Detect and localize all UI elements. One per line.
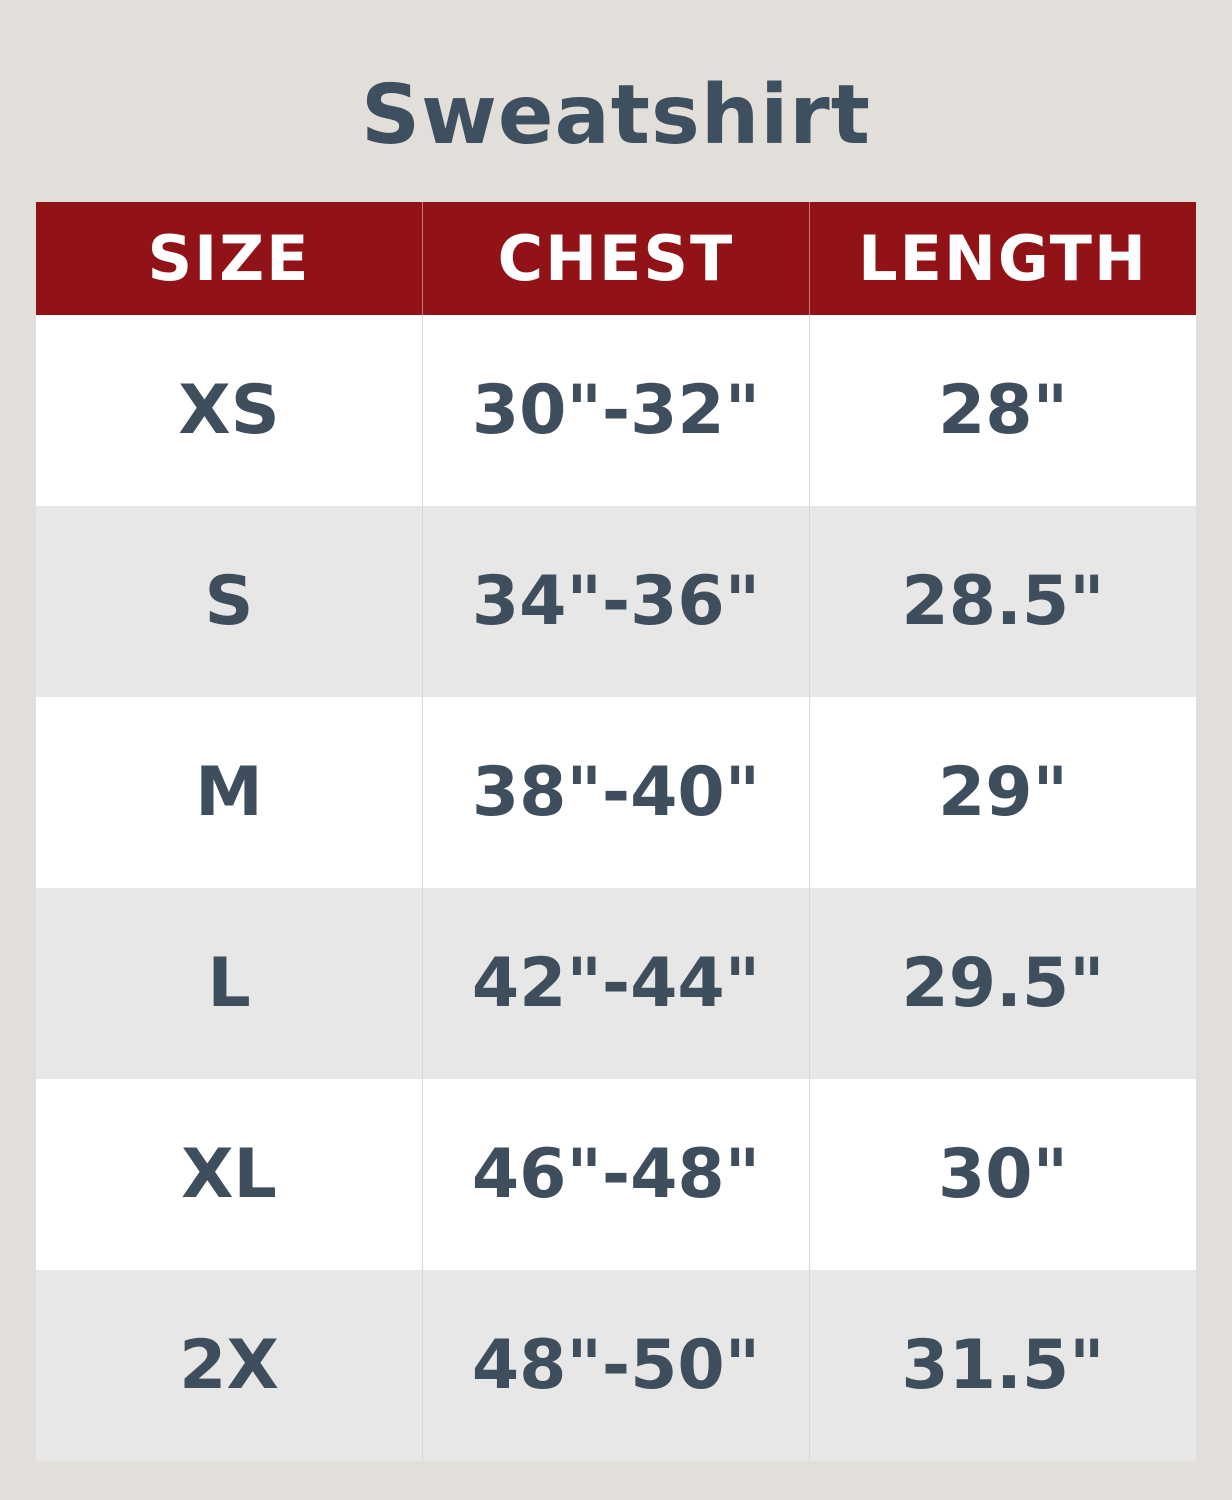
table-row: XS 30"-32" 28"	[36, 315, 1196, 506]
cell-size: L	[36, 888, 423, 1079]
table-row: L 42"-44" 29.5"	[36, 888, 1196, 1079]
cell-length: 28"	[937, 371, 1069, 450]
cell-size: S	[36, 506, 423, 697]
table-row: 2X 48"-50" 31.5"	[36, 1270, 1196, 1461]
cell-size: 2X	[36, 1270, 423, 1461]
cell-chest: 48"-50"	[423, 1270, 810, 1461]
cell-size: XS	[36, 315, 423, 506]
table-row: S 34"-36" 28.5"	[36, 506, 1196, 697]
cell-length: 29.5"	[901, 944, 1105, 1023]
header-size: SIZE	[36, 202, 423, 315]
table-row: M 38"-40" 29"	[36, 697, 1196, 888]
header-chest: CHEST	[423, 202, 810, 315]
table-header: SIZE CHEST LENGTH	[36, 202, 1196, 315]
cell-chest: 38"-40"	[423, 697, 810, 888]
cell-chest: 34"-36"	[423, 506, 810, 697]
cell-length: 30"	[937, 1135, 1069, 1214]
cell-chest: 30"-32"	[423, 315, 810, 506]
cell-length: 28.5"	[901, 562, 1105, 641]
cell-length: 31.5"	[901, 1326, 1105, 1405]
size-chart-table: SIZE CHEST LENGTH XS 30"-32" 28" S 34"-36" 28…	[36, 202, 1196, 1461]
cell-chest: 46"-48"	[423, 1079, 810, 1270]
cell-size: M	[36, 697, 423, 888]
cell-length: 29"	[937, 753, 1069, 832]
header-length: LENGTH	[858, 222, 1148, 295]
table-row: XL 46"-48" 30"	[36, 1079, 1196, 1270]
chart-title: Sweatshirt	[361, 68, 871, 163]
cell-chest: 42"-44"	[423, 888, 810, 1079]
cell-size: XL	[36, 1079, 423, 1270]
